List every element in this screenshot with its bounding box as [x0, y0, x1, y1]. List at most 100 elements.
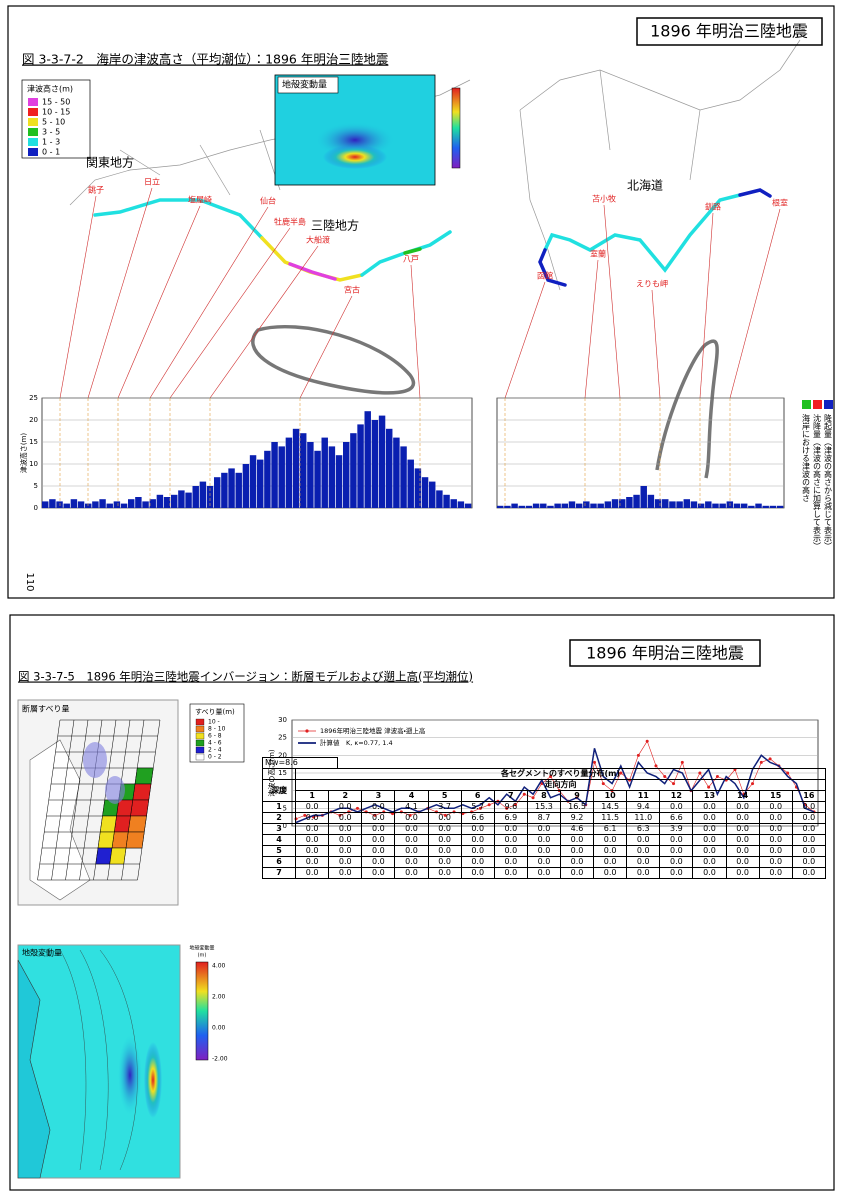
- bar: [705, 501, 711, 508]
- cell: 4.6: [560, 824, 593, 835]
- point: [646, 740, 649, 743]
- map-title: 地殻変動量: [22, 948, 62, 958]
- depth: 7: [263, 868, 296, 879]
- cell: 0.0: [527, 857, 560, 868]
- place-label: 八戸: [403, 255, 419, 264]
- bar: [777, 506, 783, 508]
- cell: 3.7: [428, 802, 461, 813]
- annotation-loop: [253, 327, 414, 393]
- cell: 0.0: [660, 835, 693, 846]
- row: 各セグメントのすべり量分布(m): [263, 769, 826, 780]
- cell: 0.0: [362, 857, 395, 868]
- depth: 1: [263, 802, 296, 813]
- bar: [135, 497, 141, 508]
- cell: 3.9: [660, 824, 693, 835]
- bar: [307, 442, 313, 508]
- deform-blob: [118, 1035, 142, 1115]
- bar: [655, 499, 661, 508]
- bar: [691, 501, 697, 508]
- bar: [590, 504, 596, 508]
- cell: 9.2: [560, 813, 593, 824]
- bar: [497, 506, 503, 508]
- y-tick-label: 15: [29, 438, 38, 446]
- cell: 0.0: [362, 835, 395, 846]
- column-header: 9: [560, 791, 593, 802]
- cell: 0.0: [362, 824, 395, 835]
- y-tick-label: 20: [29, 416, 38, 424]
- leader-line: [170, 228, 290, 398]
- place-label: 宮古: [344, 285, 360, 295]
- table-title: 各セグメントのすべり量分布(m): [296, 769, 826, 780]
- place-label: 根室: [772, 198, 788, 208]
- slip-blob: [83, 742, 107, 778]
- y-tick-label: 10: [29, 460, 38, 468]
- bar: [519, 506, 525, 508]
- place-label: 牡鹿半島: [274, 217, 306, 227]
- place-label: 室蘭: [590, 249, 606, 259]
- cell: 0.0: [759, 835, 792, 846]
- bar: [612, 499, 618, 508]
- cell: 5.7: [461, 802, 494, 813]
- cell: 0.0: [428, 846, 461, 857]
- bar: [250, 455, 256, 508]
- legend-swatch: [196, 754, 204, 760]
- legend-label: 0 - 1: [42, 148, 60, 157]
- colorbar-tick: 0.00: [212, 1025, 226, 1032]
- depth-label: 深度: [263, 780, 296, 802]
- place-label: 塩屋崎: [188, 195, 212, 205]
- cell: 0.0: [792, 868, 825, 879]
- legend-swatch: [28, 128, 38, 136]
- depth: 3: [263, 824, 296, 835]
- figure-title: 図 3-3-7-2 海岸の津波高さ（平均潮位）：1896 年明治三陸地震: [22, 52, 389, 67]
- cell: 0.0: [693, 824, 726, 835]
- cell: 11.0: [627, 813, 660, 824]
- column-header: 12: [660, 791, 693, 802]
- place-label: 函館: [537, 271, 553, 281]
- bar: [605, 501, 611, 508]
- legend-marker: [305, 729, 308, 732]
- table: 各セグメントのすべり量分布(m)深度走向方向123456789101112131…: [262, 768, 826, 879]
- bar: [429, 482, 435, 508]
- cell: 0.0: [527, 835, 560, 846]
- bar: [178, 490, 184, 508]
- page: body { margin: 0; width: 842px; height: …: [0, 0, 842, 1194]
- cell: 0.0: [627, 846, 660, 857]
- place-label: 日立: [144, 177, 160, 187]
- cell: 0.0: [362, 802, 395, 813]
- bar: [633, 495, 639, 508]
- bar: [221, 473, 227, 508]
- depth: 2: [263, 813, 296, 824]
- map-title: 断層すべり量: [22, 704, 69, 714]
- cell: 11.5: [594, 813, 627, 824]
- cell: 0.0: [627, 835, 660, 846]
- cell: 0.0: [527, 824, 560, 835]
- leader-line: [210, 246, 318, 398]
- cell: 0.0: [461, 846, 494, 857]
- column-header: 5: [428, 791, 461, 802]
- cell: 0.0: [726, 802, 759, 813]
- cell: 0.0: [594, 835, 627, 846]
- place-label: 大船渡: [306, 235, 330, 245]
- bar: [193, 486, 199, 508]
- bar: [748, 506, 754, 508]
- y-tick-label: 25: [278, 734, 287, 742]
- bar: [583, 501, 589, 508]
- bar: [569, 501, 575, 508]
- bar: [641, 486, 647, 508]
- cell: 6.1: [594, 824, 627, 835]
- legend-label: 6 - 8: [208, 733, 222, 740]
- cell: 0.0: [296, 868, 329, 879]
- legend-swatch: [28, 108, 38, 116]
- legend-title: すべり量(m): [195, 708, 235, 716]
- column-header: 11: [627, 791, 660, 802]
- legend-swatch: [196, 726, 204, 732]
- row: 12345678910111213141516: [263, 791, 826, 802]
- legend-label: 8 - 10: [208, 726, 226, 733]
- bar: [164, 497, 170, 508]
- cell: 0.0: [726, 824, 759, 835]
- cell: 15.3: [527, 802, 560, 813]
- bar: [185, 493, 191, 508]
- bar: [121, 504, 127, 508]
- strike-label: 走向方向: [296, 780, 826, 791]
